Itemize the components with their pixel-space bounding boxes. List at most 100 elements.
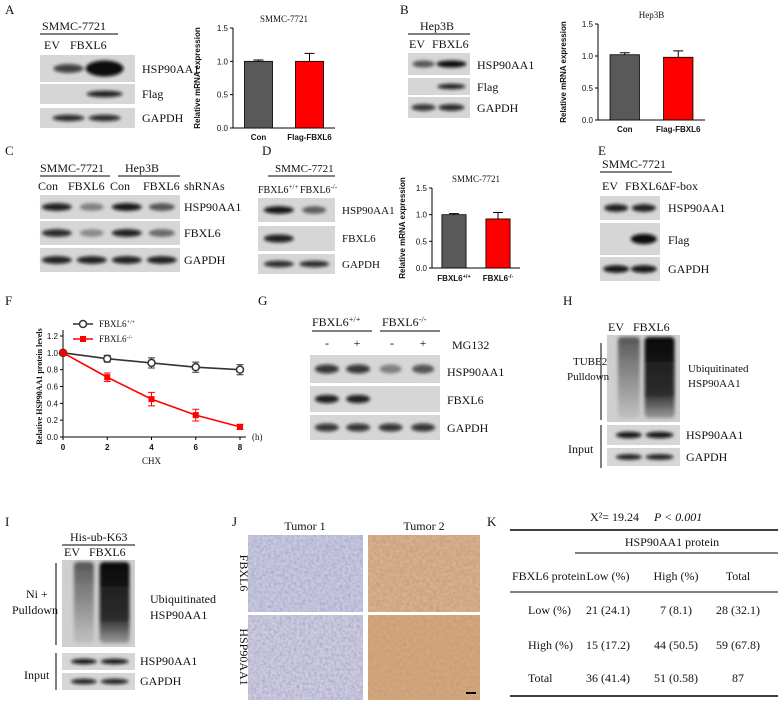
genotype-label: FBXL6+/+ [99,319,136,330]
band [100,658,129,665]
y-tick-label: 1.2 [47,332,59,341]
band [630,265,657,273]
band [436,60,467,68]
panel-label: H [563,293,572,308]
ihc-texture [368,535,480,612]
x-tick-label: 6 [194,443,199,452]
band [346,394,371,404]
marker [103,354,112,363]
panel-label: K [487,514,497,529]
gene: FBXL6 [258,185,289,196]
error-bar [304,52,315,62]
label: HSP90AA1 [150,608,207,622]
blot [62,673,135,690]
band [76,256,107,264]
blot-label: GAPDH [142,111,184,125]
marker [60,349,66,356]
row-label: High (%) [528,638,573,652]
band [111,203,142,211]
band [148,229,175,237]
blot-label: GAPDH [668,262,710,276]
table-cell: 21 (24.1) [586,603,630,617]
band [604,204,629,212]
band [379,364,402,374]
treatment-sign: - [325,336,329,350]
band [41,229,72,237]
label: EV [409,37,425,51]
column-label: Tumor 2 [403,519,444,533]
row-label: FBXL6 [237,555,251,592]
treatment-sign: + [354,336,361,350]
column-header: Total [726,569,751,583]
blot-label: GAPDH [477,101,519,115]
row-label: HSP90AA1 [237,628,251,685]
label: Input [568,442,594,456]
genotype: -/- [508,274,513,280]
ihc-texture [368,615,480,700]
label: SMMC-7721 [42,19,106,33]
x-tick-label: Flag-FBXL6 [287,133,332,142]
legend-marker [78,319,88,329]
gene: FBXL6 [312,315,349,329]
genotype: +/+ [289,183,299,191]
label: MG132 [452,338,489,352]
label: TUBE2 [573,356,607,368]
genotype-label: FBXL6+/+ [258,183,298,196]
band [263,234,294,243]
table-cell: 44 (50.5) [654,638,698,652]
bar [441,214,467,269]
bar [485,218,511,269]
label: His-ub-K63 [70,530,127,544]
column-header: High (%) [654,569,699,583]
y-tick-label: 0.0 [217,124,229,133]
band [79,203,104,211]
marker [147,358,156,368]
row-label: Low (%) [528,603,571,617]
y-tick-label: 1.5 [416,184,428,193]
smear [617,337,640,418]
column-header: Low (%) [587,569,630,583]
band [111,229,142,237]
blot-label: HSP90AA1 [686,428,743,442]
x-tick-label: Con [251,133,267,142]
band [100,678,129,685]
band [630,233,657,245]
genotype-label: FBXL6-/- [99,334,132,345]
band [263,260,294,268]
band [85,60,124,77]
label: FBXL6 [68,179,105,193]
error-bar [449,213,459,215]
blot-label: HSP90AA1 [342,205,395,217]
label: SMMC-7721 [40,161,104,175]
genotype: +/+ [127,319,136,326]
label: SMMC-7721 [275,163,334,175]
label: Pulldown [12,603,58,617]
marker [237,423,243,430]
band [314,394,339,404]
y-tick-label: 1.0 [416,211,428,220]
marker [148,396,155,403]
label: Pulldown [567,371,610,383]
band [438,104,465,111]
y-tick-label: 1.0 [582,52,594,61]
gene: FBXL6 [300,185,331,196]
table-cell: 7 (8.1) [660,603,692,617]
x-tick-label: 4 [149,443,154,452]
bar [609,54,640,121]
y-tick-label: 0.8 [47,366,59,375]
band [148,203,175,211]
band [631,204,656,212]
blot [607,425,680,445]
blot-label: Flag [477,80,498,94]
blot-label: GAPDH [686,450,728,464]
band [70,678,97,685]
table-cell: 15 (17.2) [586,638,630,652]
x-unit: (h) [252,432,263,442]
panel-label: F [5,293,12,308]
blot-label: Flag [668,233,689,247]
smear [99,562,130,643]
table-cell: 36 (41.4) [586,671,630,685]
label: FBXL6 [70,38,107,52]
band [299,260,330,268]
